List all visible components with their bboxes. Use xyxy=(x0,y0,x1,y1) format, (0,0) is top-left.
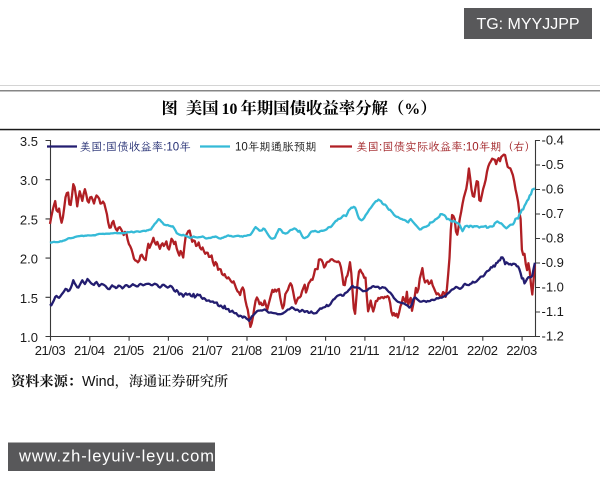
svg-text:21/10: 21/10 xyxy=(310,343,341,358)
svg-text:-0.9: -0.9 xyxy=(542,255,564,270)
svg-text:21/05: 21/05 xyxy=(113,343,144,358)
svg-text:-1.2: -1.2 xyxy=(542,329,564,344)
svg-text::10: :10 xyxy=(163,142,179,154)
svg-text:21/12: 21/12 xyxy=(388,343,419,358)
svg-text:%: % xyxy=(404,101,420,118)
svg-text:10: 10 xyxy=(235,142,248,154)
svg-text:21/09: 21/09 xyxy=(271,343,302,358)
svg-text:Wind: Wind xyxy=(82,374,115,390)
svg-text:22/03: 22/03 xyxy=(506,343,537,358)
svg-text:-1.0: -1.0 xyxy=(542,280,564,295)
svg-text:www.zh-leyuiv-leyu.com: www.zh-leyuiv-leyu.com xyxy=(18,448,215,466)
svg-text:-0.7: -0.7 xyxy=(542,206,564,221)
svg-text:1.0: 1.0 xyxy=(20,330,38,345)
svg-text:-0.6: -0.6 xyxy=(542,182,564,197)
svg-text:21/08: 21/08 xyxy=(231,343,262,358)
svg-text:3.5: 3.5 xyxy=(20,134,38,149)
svg-text:21/11: 21/11 xyxy=(350,343,380,358)
svg-text:3.0: 3.0 xyxy=(20,173,38,188)
svg-text::: : xyxy=(379,142,382,154)
svg-text:-0.8: -0.8 xyxy=(542,231,564,246)
svg-text:22/01: 22/01 xyxy=(428,343,459,358)
svg-text:21/04: 21/04 xyxy=(74,343,105,358)
svg-text:21/03: 21/03 xyxy=(35,343,66,358)
svg-text:21/06: 21/06 xyxy=(153,343,184,358)
svg-text::10: :10 xyxy=(463,142,479,154)
svg-text:-1.1: -1.1 xyxy=(542,304,564,319)
svg-text:2.5: 2.5 xyxy=(20,212,38,227)
svg-text:-0.4: -0.4 xyxy=(542,133,564,148)
svg-text::: : xyxy=(103,142,106,154)
svg-text:-0.5: -0.5 xyxy=(542,157,564,172)
svg-text:22/02: 22/02 xyxy=(467,343,498,358)
svg-text:21/07: 21/07 xyxy=(192,343,223,358)
svg-text:TG: MYYJJPP: TG: MYYJJPP xyxy=(476,16,579,33)
svg-text:2.0: 2.0 xyxy=(20,252,38,267)
svg-text:1.5: 1.5 xyxy=(20,291,38,306)
svg-text:10: 10 xyxy=(222,101,238,118)
